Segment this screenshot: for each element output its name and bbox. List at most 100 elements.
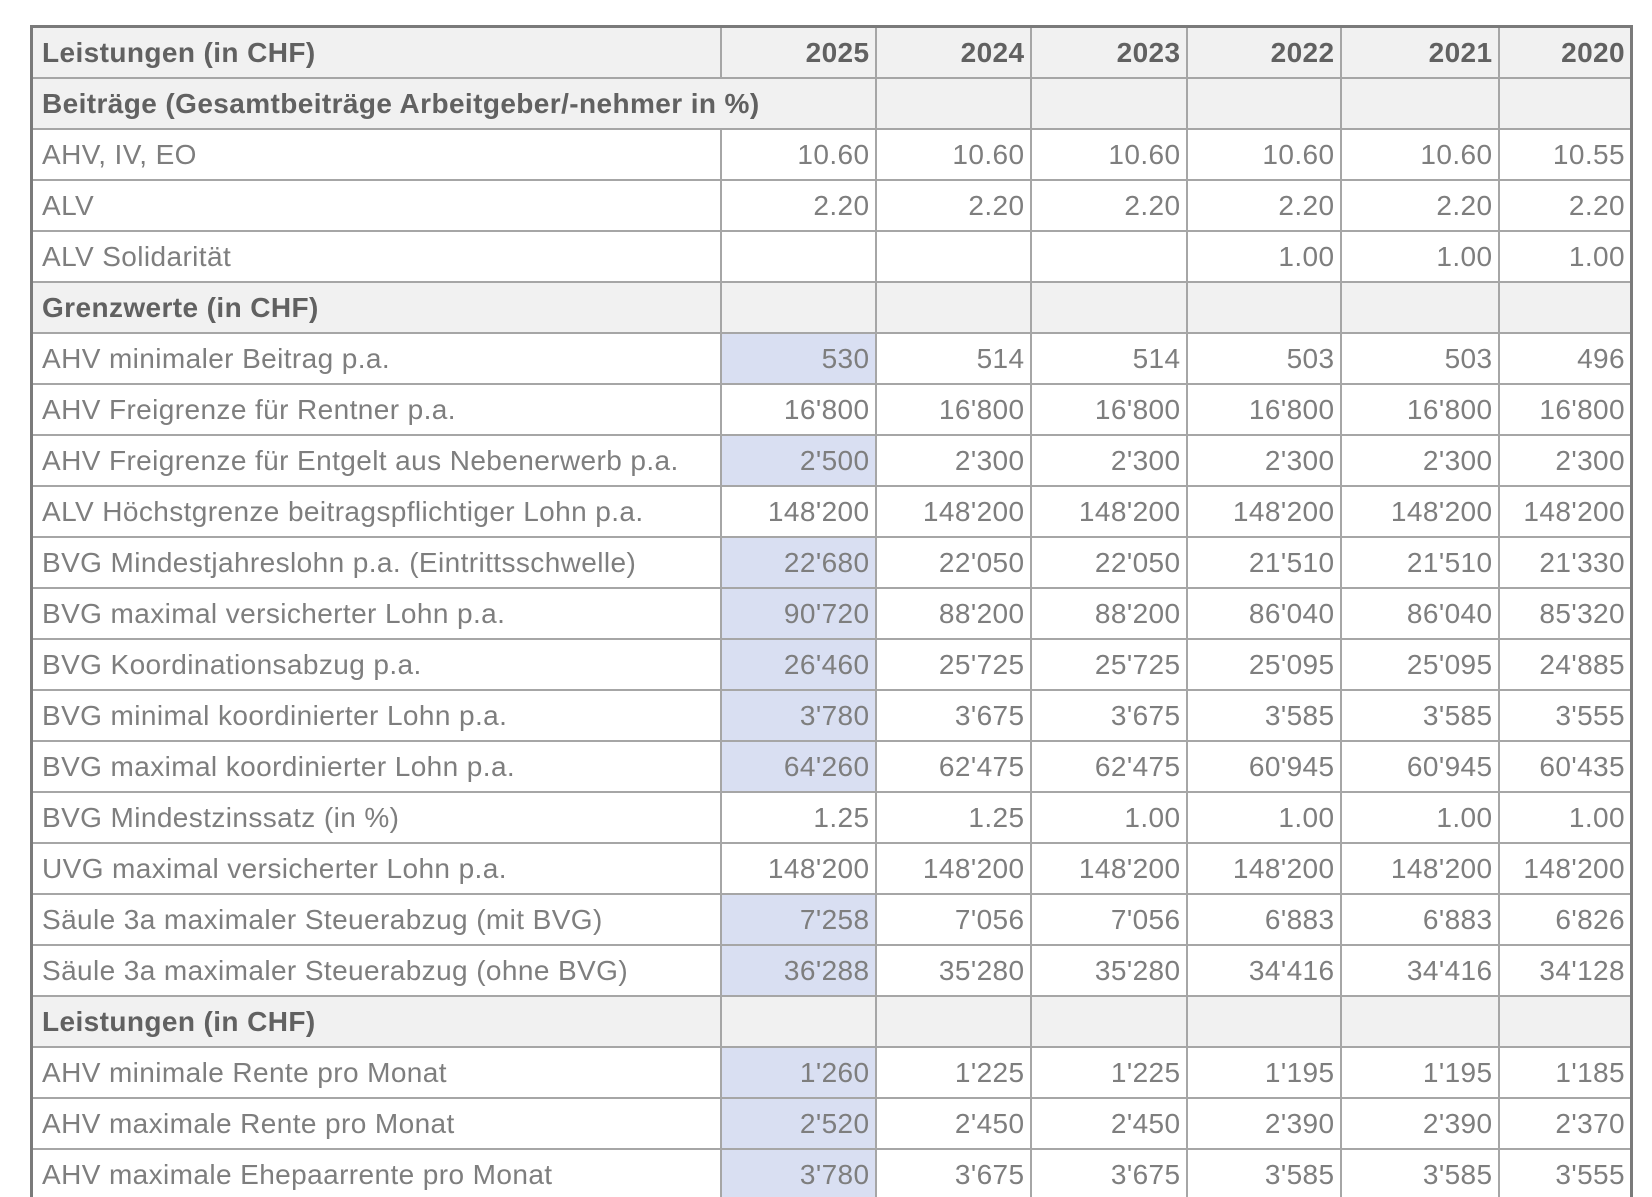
value-cell: 3'585: [1185, 1148, 1342, 1197]
section-empty-cell: [1185, 77, 1342, 130]
row-label: AHV minimale Rente pro Monat: [30, 1046, 722, 1099]
value-cell: 3'555: [1497, 689, 1633, 742]
value-cell: 86'040: [1339, 587, 1500, 640]
value-cell: 16'800: [1029, 383, 1188, 436]
value-cell: 2.20: [719, 179, 877, 232]
value-cell: 3'675: [1029, 1148, 1188, 1197]
table-row: AHV minimaler Beitrag p.a. 530 514 514 503 50…: [30, 332, 1633, 385]
value-cell: 85'320: [1497, 587, 1633, 640]
row-label: UVG maximal versicherter Lohn p.a.: [30, 842, 722, 895]
value-cell-highlighted: 7'258: [719, 893, 877, 946]
value-cell: 10.60: [1029, 128, 1188, 181]
value-cell: 148'200: [874, 842, 1032, 895]
value-cell: 21'510: [1185, 536, 1342, 589]
value-cell: 148'200: [719, 842, 877, 895]
value-cell: 25'095: [1185, 638, 1342, 691]
value-cell: 60'945: [1339, 740, 1500, 793]
value-cell-highlighted: 2'500: [719, 434, 877, 487]
table-row: AHV maximale Rente pro Monat 2'520 2'450 2'…: [30, 1097, 1633, 1150]
value-cell: 148'200: [1185, 485, 1342, 538]
section-empty-cell: [1339, 995, 1500, 1048]
section-empty-cell: [874, 77, 1032, 130]
row-label: AHV maximale Ehepaarrente pro Monat: [30, 1148, 722, 1197]
row-label: ALV Solidarität: [30, 230, 722, 283]
row-label: AHV Freigrenze für Entgelt aus Nebenerwe…: [30, 434, 722, 487]
value-cell: 7'056: [874, 893, 1032, 946]
value-cell: 10.55: [1497, 128, 1633, 181]
value-cell: 2'300: [874, 434, 1032, 487]
section-empty-cell: [719, 281, 877, 334]
value-cell: [719, 230, 877, 283]
section-empty-cell: [1339, 77, 1500, 130]
column-header-year-2025: 2025: [719, 25, 877, 79]
value-cell: 3'675: [1029, 689, 1188, 742]
value-cell: 60'435: [1497, 740, 1633, 793]
value-cell: 10.60: [1339, 128, 1500, 181]
value-cell-highlighted: 530: [719, 332, 877, 385]
value-cell: [1029, 230, 1188, 283]
value-cell: 2.20: [1029, 179, 1188, 232]
value-cell: 1.00: [1339, 791, 1500, 844]
value-cell: 514: [1029, 332, 1188, 385]
value-cell: 2.20: [874, 179, 1032, 232]
value-cell: 503: [1339, 332, 1500, 385]
row-label: ALV: [30, 179, 722, 232]
section-empty-cell: [1497, 77, 1633, 130]
value-cell: 3'675: [874, 1148, 1032, 1197]
table-body: Beiträge (Gesamtbeiträge Arbeitgeber/-ne…: [30, 77, 1633, 1197]
value-cell-highlighted: 2'520: [719, 1097, 877, 1150]
value-cell-highlighted: 3'780: [719, 1148, 877, 1197]
table-row: Säule 3a maximaler Steuerabzug (mit BVG)…: [30, 893, 1633, 946]
value-cell: 22'050: [874, 536, 1032, 589]
value-cell: 148'200: [1497, 842, 1633, 895]
header-row: Leistungen (in CHF) 2025 2024 2023 2022 2021 2…: [30, 25, 1633, 79]
row-label: ALV Höchstgrenze beitragspflichtiger Loh…: [30, 485, 722, 538]
value-cell: 21'330: [1497, 536, 1633, 589]
value-cell: 2'390: [1185, 1097, 1342, 1150]
value-cell-highlighted: 22'680: [719, 536, 877, 589]
value-cell: 1.00: [1339, 230, 1500, 283]
value-cell: 62'475: [874, 740, 1032, 793]
value-cell: [874, 230, 1032, 283]
value-cell: 1'195: [1339, 1046, 1500, 1099]
column-header-year-2024: 2024: [874, 25, 1032, 79]
value-cell-highlighted: 3'780: [719, 689, 877, 742]
section-empty-cell: [1497, 281, 1633, 334]
value-cell: 3'585: [1339, 1148, 1500, 1197]
value-cell: 2'300: [1497, 434, 1633, 487]
value-cell: 514: [874, 332, 1032, 385]
section-row: Beiträge (Gesamtbeiträge Arbeitgeber/-ne…: [30, 77, 1633, 130]
value-cell: 2.20: [1497, 179, 1633, 232]
table-row: Säule 3a maximaler Steuerabzug (ohne BVG…: [30, 944, 1633, 997]
section-empty-cell: [719, 995, 877, 1048]
section-empty-cell: [1339, 281, 1500, 334]
column-header-leistungen: Leistungen (in CHF): [30, 25, 722, 79]
value-cell: 88'200: [874, 587, 1032, 640]
value-cell: 34'416: [1185, 944, 1342, 997]
value-cell: 16'800: [1497, 383, 1633, 436]
value-cell: 10.60: [719, 128, 877, 181]
row-label: BVG minimal koordinierter Lohn p.a.: [30, 689, 722, 742]
row-label: AHV minimaler Beitrag p.a.: [30, 332, 722, 385]
value-cell: 35'280: [874, 944, 1032, 997]
value-cell: 148'200: [719, 485, 877, 538]
table-row: ALV 2.20 2.20 2.20 2.20 2.20 2.20: [30, 179, 1633, 232]
value-cell: 16'800: [874, 383, 1032, 436]
row-label: BVG Mindestzinssatz (in %): [30, 791, 722, 844]
social-insurance-figures-table: Leistungen (in CHF) 2025 2024 2023 2022 2021 2…: [30, 25, 1633, 1197]
value-cell: 2'300: [1339, 434, 1500, 487]
row-label: AHV, IV, EO: [30, 128, 722, 181]
value-cell: 22'050: [1029, 536, 1188, 589]
value-cell: 6'826: [1497, 893, 1633, 946]
value-cell: 62'475: [1029, 740, 1188, 793]
value-cell: 2.20: [1185, 179, 1342, 232]
value-cell: 496: [1497, 332, 1633, 385]
value-cell: 1'225: [1029, 1046, 1188, 1099]
column-header-year-2021: 2021: [1339, 25, 1500, 79]
table-row: ALV Höchstgrenze beitragspflichtiger Loh…: [30, 485, 1633, 538]
value-cell: 148'200: [1497, 485, 1633, 538]
row-label: AHV Freigrenze für Rentner p.a.: [30, 383, 722, 436]
value-cell: 6'883: [1185, 893, 1342, 946]
table-row: BVG maximal koordinierter Lohn p.a. 64'26…: [30, 740, 1633, 793]
